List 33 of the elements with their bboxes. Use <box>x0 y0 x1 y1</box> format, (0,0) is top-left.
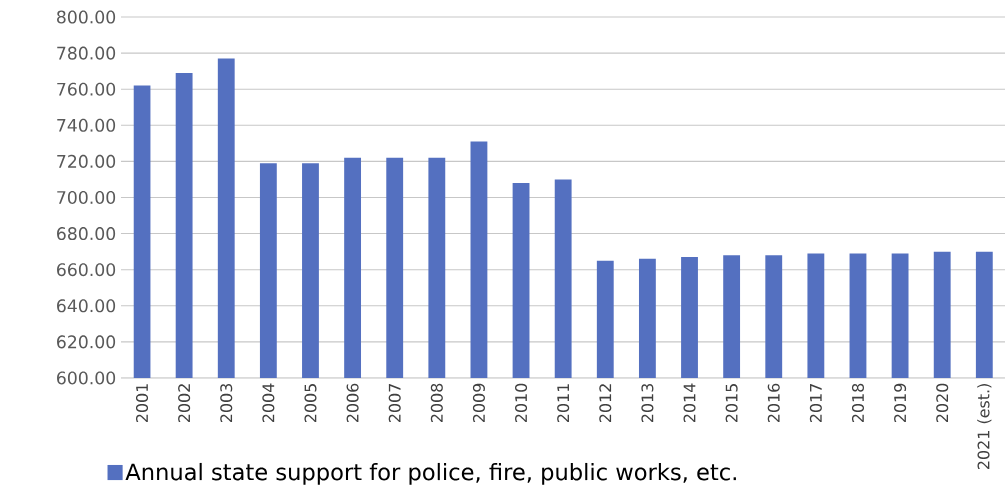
legend-label: Annual state support for police, fire, public works, etc. <box>125 462 736 485</box>
x-tick-label: 2012 <box>599 384 612 423</box>
x-tick-label: 2018 <box>851 383 865 423</box>
x-tick-label: 2020 <box>936 383 949 423</box>
x-tick-label: 2003 <box>220 383 233 423</box>
x-tick-label: 2001 <box>135 384 149 423</box>
x-tick-label: 2006 <box>346 383 359 423</box>
x-tick-label: 2010 <box>515 383 528 423</box>
y-tick-label: 620.00 <box>57 335 116 349</box>
x-tick-label: 2008 <box>430 383 443 423</box>
x-tick-label: 2015 <box>725 384 738 423</box>
y-tick-label: 680.00 <box>57 227 116 241</box>
x-tick-label: 2017 <box>809 384 822 423</box>
y-tick-label: 760.00 <box>57 82 116 96</box>
x-tick-label: 2004 <box>262 383 275 423</box>
x-tick-label: 2011 <box>557 384 570 423</box>
y-tick-label: 780.00 <box>57 46 116 60</box>
x-tick-label: 2016 <box>767 383 780 423</box>
x-tick-label: 2013 <box>641 383 654 423</box>
x-tick-label: 2005 <box>304 384 317 423</box>
y-tick-label: 640.00 <box>57 299 116 313</box>
y-tick-label: 720.00 <box>57 154 116 168</box>
x-tick-label: 2019 <box>894 383 907 423</box>
y-tick-label: 660.00 <box>57 263 116 277</box>
y-tick-label: 600.00 <box>57 371 116 385</box>
x-tick-label: 2007 <box>388 384 401 423</box>
x-tick-label: 2021 (est.) <box>977 384 992 469</box>
y-tick-label: 800.00 <box>57 10 116 24</box>
x-tick-label: 2002 <box>178 384 191 423</box>
x-tick-label: 2014 <box>683 383 696 423</box>
y-tick-label: 740.00 <box>57 118 116 132</box>
y-tick-label: 700.00 <box>57 190 116 205</box>
x-tick-label: 2009 <box>472 383 485 423</box>
